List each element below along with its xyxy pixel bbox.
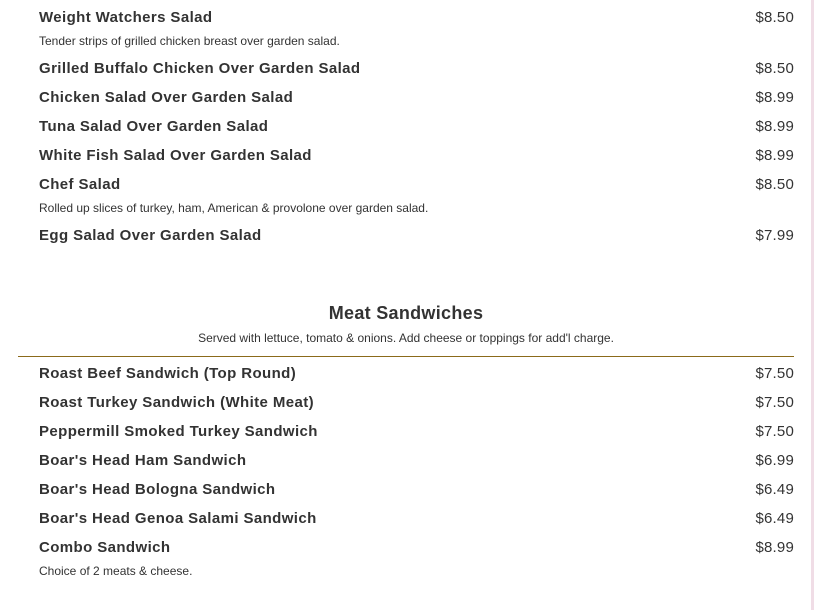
menu-item-row: Weight Watchers Salad $8.50 [39,4,794,30]
menu-item: Chicken Salad Over Garden Salad $8.99 [39,84,794,110]
menu-item: Combo Sandwich $8.99 Choice of 2 meats & c… [39,534,794,582]
item-name: Egg Salad Over Garden Salad [39,226,262,244]
menu-item: White Fish Salad Over Garden Salad $8.99 [39,142,794,168]
menu-item-row: Roast Turkey Sandwich (White Meat) $7.50 [39,389,794,415]
menu-item: Grilled Buffalo Chicken Over Garden Sala… [39,55,794,81]
item-name: Weight Watchers Salad [39,8,213,26]
item-description: Rolled up slices of turkey, ham, America… [39,201,429,215]
item-price: $8.99 [755,117,794,135]
item-name: Boar's Head Genoa Salami Sandwich [39,509,317,527]
menu-item: Boar's Head Bologna Sandwich $6.49 [39,476,794,502]
meat-sandwiches-header: Meat Sandwiches Served with lettuce, tom… [18,300,794,350]
menu-item-row: Tuna Salad Over Garden Salad $8.99 [39,113,794,139]
item-name: Roast Turkey Sandwich (White Meat) [39,393,315,411]
item-price: $6.99 [755,451,794,469]
item-name: Peppermill Smoked Turkey Sandwich [39,422,318,440]
menu-item-row: Boar's Head Bologna Sandwich $6.49 [39,476,794,502]
menu-item: Boar's Head Ham Sandwich $6.99 [39,447,794,473]
menu-item-row: Chef Salad $8.50 [39,171,794,197]
item-name: Roast Beef Sandwich (Top Round) [39,364,297,382]
menu-item-row: Roast Beef Sandwich (Top Round) $7.50 [39,360,794,386]
item-price: $6.49 [755,509,794,527]
section-divider [18,356,794,357]
item-price: $7.99 [755,226,794,244]
item-name: Boar's Head Ham Sandwich [39,451,247,469]
menu-item: Chef Salad $8.50 Rolled up slices of turke… [39,171,794,219]
menu-item-row: Egg Salad Over Garden Salad $7.99 [39,222,794,248]
item-price: $8.99 [755,146,794,164]
item-price: $8.99 [755,88,794,106]
item-name: White Fish Salad Over Garden Salad [39,146,312,164]
item-price: $6.49 [755,480,794,498]
item-name: Chef Salad [39,175,121,193]
section-title: Meat Sandwiches [328,303,484,323]
item-description: Tender strips of grilled chicken breast … [39,34,340,48]
item-price: $8.99 [755,538,794,556]
menu-item: Boar's Head Genoa Salami Sandwich $6.49 [39,505,794,531]
menu-item: Egg Salad Over Garden Salad $7.99 [39,222,794,248]
item-price: $7.50 [755,364,794,382]
sandwich-list: Roast Beef Sandwich (Top Round) $7.50 Roas… [39,360,794,585]
menu-item: Weight Watchers Salad $8.50 Tender strips … [39,4,794,52]
menu-item-row: Grilled Buffalo Chicken Over Garden Sala… [39,55,794,81]
item-name: Tuna Salad Over Garden Salad [39,117,269,135]
item-price: $8.50 [755,8,794,26]
menu-item-row: Chicken Salad Over Garden Salad $8.99 [39,84,794,110]
menu-item-row: White Fish Salad Over Garden Salad $8.99 [39,142,794,168]
menu-item-row: Boar's Head Ham Sandwich $6.99 [39,447,794,473]
item-name: Grilled Buffalo Chicken Over Garden Sala… [39,59,361,77]
item-price: $8.50 [755,59,794,77]
menu-item: Roast Turkey Sandwich (White Meat) $7.50 [39,389,794,415]
item-name: Combo Sandwich [39,538,171,556]
section-subtitle: Served with lettuce, tomato & onions. Ad… [198,331,614,345]
menu-item-row: Combo Sandwich $8.99 [39,534,794,560]
menu-item-row: Peppermill Smoked Turkey Sandwich $7.50 [39,418,794,444]
menu-item: Roast Beef Sandwich (Top Round) $7.50 [39,360,794,386]
item-name: Chicken Salad Over Garden Salad [39,88,294,106]
item-price: $7.50 [755,393,794,411]
item-price: $7.50 [755,422,794,440]
menu-item: Peppermill Smoked Turkey Sandwich $7.50 [39,418,794,444]
salad-list: Weight Watchers Salad $8.50 Tender strips … [39,4,794,251]
menu-item-row: Boar's Head Genoa Salami Sandwich $6.49 [39,505,794,531]
item-name: Boar's Head Bologna Sandwich [39,480,276,498]
page-edge [811,0,814,610]
item-price: $8.50 [755,175,794,193]
menu-item: Tuna Salad Over Garden Salad $8.99 [39,113,794,139]
item-description: Choice of 2 meats & cheese. [39,564,193,578]
